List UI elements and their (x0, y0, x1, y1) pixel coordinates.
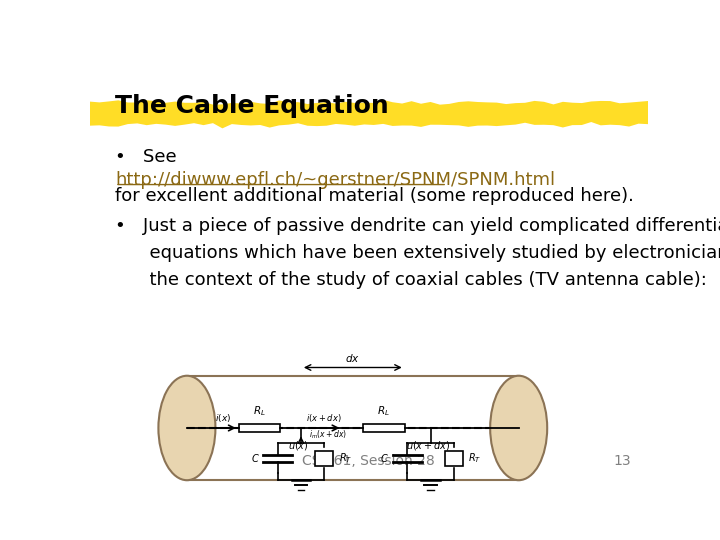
Bar (363, 424, 405, 432)
Text: $R_L$: $R_L$ (253, 404, 266, 417)
Text: •   See: • See (115, 148, 176, 166)
Text: 13: 13 (613, 454, 631, 468)
Text: CS 561, Session 28: CS 561, Session 28 (302, 454, 435, 468)
Text: $R_L$: $R_L$ (377, 404, 390, 417)
Text: $R_T$: $R_T$ (469, 451, 482, 465)
Text: equations which have been extensively studied by electronicians in: equations which have been extensively st… (115, 244, 720, 261)
Text: •   Just a piece of passive dendrite can yield complicated differential: • Just a piece of passive dendrite can y… (115, 217, 720, 234)
Text: The Cable Equation: The Cable Equation (115, 94, 389, 118)
Text: $u(x)$: $u(x)$ (288, 439, 309, 452)
Bar (239, 424, 280, 432)
Text: $dx$: $dx$ (346, 352, 360, 364)
Text: http://diwww.epfl.ch/~gerstner/SPNM/SPNM.html: http://diwww.epfl.ch/~gerstner/SPNM/SPNM… (115, 171, 555, 189)
Bar (315, 451, 333, 466)
Text: $i_m(x+dx)$: $i_m(x+dx)$ (309, 429, 347, 441)
Text: $C$: $C$ (380, 452, 389, 464)
Text: the context of the study of coaxial cables (TV antenna cable):: the context of the study of coaxial cabl… (115, 271, 707, 288)
Bar (445, 451, 463, 466)
Polygon shape (90, 100, 648, 129)
Text: $R_T$: $R_T$ (339, 451, 352, 465)
Text: $C$: $C$ (251, 452, 259, 464)
Text: $i(x)$: $i(x)$ (215, 412, 231, 424)
Text: for excellent additional material (some reproduced here).: for excellent additional material (some … (115, 187, 634, 205)
Ellipse shape (158, 376, 215, 480)
Text: $i(x+dx)$: $i(x+dx)$ (307, 412, 342, 424)
Text: $u(x+dx)$: $u(x+dx)$ (405, 439, 450, 452)
Ellipse shape (490, 376, 547, 480)
